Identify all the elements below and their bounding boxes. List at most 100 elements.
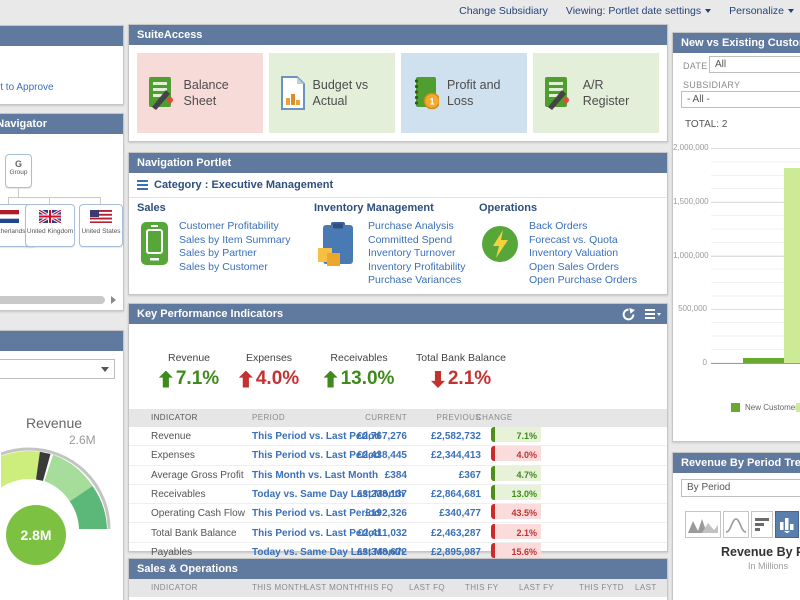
kpi-portlet: Key Performance Indicators Revenue 7.1% … [128,303,668,563]
link-purchase-variances[interactable]: Purchase Variances [368,274,462,286]
netherlands-flag [0,210,19,223]
tile-budget-vs-actual[interactable]: Budget vs Actual [269,53,395,133]
trend-arrow-icon [431,371,445,388]
uk-flag [38,208,62,225]
operations-links: Back Orders Forecast vs. Quota Inventory… [529,220,637,288]
date-select[interactable]: All [709,56,800,73]
nav-group-inventory: Inventory Management Purchase Analysis C… [314,202,466,288]
link-inventory-profitability[interactable]: Inventory Profitability [368,260,466,273]
personalize-menu[interactable]: Personalize [729,5,794,17]
kpi-summary-expenses[interactable]: Expenses 4.0% [237,352,301,390]
tile-balance-sheet[interactable]: Balance Sheet [137,53,263,133]
link-open-sales-orders[interactable]: Open Sales Orders [529,260,619,273]
budget-document-icon [281,76,305,110]
link-customer-profitability[interactable]: Customer Profitability [179,220,279,232]
gauge-upper-label: 2.6M [69,433,96,447]
revenue-gauge-portlet-header [0,331,123,351]
tile-profit-and-loss[interactable]: 1 Profit and Loss [401,53,527,133]
gauge-title: Revenue [26,415,83,431]
link-forecast-vs-quota[interactable]: Forecast vs. Quota [529,233,618,246]
org-connector [8,197,9,204]
legend-swatch [731,403,740,412]
vbar-chart-button-selected[interactable] [775,511,799,538]
kpi-row-operating-cash-flow[interactable]: Operating Cash Flow This Period vs. Last … [129,504,667,524]
org-node-united-states[interactable]: United States [79,204,123,247]
gauge-filter-select[interactable] [0,359,115,379]
trend-arrow-icon [158,370,173,388]
top-bar: Change Subsidiary Viewing: Portlet date … [0,0,800,22]
subsidiary-navigator-portlet: Subsidiary Navigator G Group Netherlands [0,113,124,311]
revenue-trend-chart-title: Revenue By Period [721,545,800,559]
approvals-portlet-header [0,26,123,46]
horizontal-scrollbar[interactable] [0,296,105,304]
area-chart-icon [688,518,718,533]
sales-links: Customer Profitability Sales by Item Sum… [179,220,290,274]
viewing-portlet-date-settings-menu[interactable]: Viewing: Portlet date settings [566,5,712,17]
kpi-row-average-gross-profit[interactable]: Average Gross Profit This Month vs. Last … [129,465,667,485]
area-chart-button[interactable] [685,511,721,538]
report-to-approve-link[interactable]: Report to Approve [0,82,54,93]
trend-arrow-icon [323,370,338,388]
link-sales-by-customer[interactable]: Sales by Customer [179,260,268,273]
chevron-down-icon [705,9,712,14]
link-back-orders[interactable]: Back Orders [529,220,588,232]
ledger-pen-icon [149,77,173,110]
sales-operations-header: Sales & Operations [129,559,667,579]
category-menu-icon [137,178,148,192]
suiteaccess-header: SuiteAccess [129,25,667,45]
link-inventory-valuation[interactable]: Inventory Valuation [529,247,619,259]
link-purchase-analysis[interactable]: Purchase Analysis [368,220,454,232]
portlet-menu-icon[interactable] [645,308,661,320]
horizontal-bars-icon [755,517,769,531]
category-selector[interactable]: Category : Executive Management [129,173,667,198]
kpi-summary-revenue[interactable]: Revenue 7.1% [151,352,227,390]
hbar-chart-button[interactable] [751,511,773,538]
inventory-links: Purchase Analysis Committed Spend Invent… [368,220,465,288]
chevron-down-icon [788,9,794,14]
nav-group-sales: Sales Customer Profitability Sales by It… [137,202,291,274]
kpi-row-receivables[interactable]: Receivables Today vs. Same Day Last Month… [129,484,667,505]
approvals-portlet: Report to Approve [0,25,124,105]
refresh-icon[interactable] [622,307,635,321]
legend-existing-customer: Existing Customer [796,403,800,412]
bar-new-customer [743,358,784,363]
gauge-value-label: 2.8M [20,527,51,543]
us-flag [90,210,112,223]
tile-ar-register[interactable]: A/R Register [533,53,659,133]
chevron-down-icon [101,367,109,372]
line-chart-button[interactable] [723,511,749,538]
revenue-gauge-chart: 2.8M [1,447,111,565]
subsidiary-navigator-header: Subsidiary Navigator [0,114,123,134]
navigation-portlet: Navigation Portlet Category : Executive … [128,152,668,295]
notebook-coin-icon: 1 [414,77,439,110]
period-filter-select[interactable]: By Period [681,479,800,497]
revenue-trend-header: Revenue By Period Trend [673,453,800,473]
total-count: TOTAL: 2 [685,119,728,130]
trend-arrow-icon [238,370,253,388]
kpi-portlet-header: Key Performance Indicators [129,304,667,324]
change-subsidiary-link[interactable]: Change Subsidiary [459,5,548,17]
link-sales-by-partner[interactable]: Sales by Partner [179,247,257,259]
kpi-summary-total-bank-balance[interactable]: Total Bank Balance 2.1% [416,352,506,389]
link-sales-by-item-summary[interactable]: Sales by Item Summary [179,233,291,246]
kpi-summary-receivables[interactable]: Receivables 13.0% [319,352,399,390]
subsidiary-select[interactable]: - All - [681,91,800,108]
nav-group-operations: Operations Back Orders Forecast vs. Quot… [479,202,637,288]
legend-swatch [796,403,800,412]
clipboard-boxes-icon [318,222,353,266]
kpi-row-expenses[interactable]: Expenses This Period vs. Last Period £2,4… [129,446,667,466]
scroll-right-arrow[interactable] [111,296,116,304]
org-node-united-kingdom[interactable]: United Kingdom [25,204,75,247]
kpi-row-total-bank-balance[interactable]: Total Bank Balance This Period vs. Last P… [129,523,667,543]
suiteaccess-portlet: SuiteAccess Balance Sheet Budget vs Actu… [128,24,668,142]
link-open-purchase-orders[interactable]: Open Purchase Orders [529,274,637,286]
link-inventory-turnover[interactable]: Inventory Turnover [368,247,456,259]
revenue-gauge-portlet: Revenue 2.6M 2.8M [0,330,124,600]
kpi-row-revenue[interactable]: Revenue This Period vs. Last Period £2,76… [129,427,667,447]
org-connector [49,197,50,204]
link-committed-spend[interactable]: Committed Spend [368,233,453,246]
org-node-group[interactable]: G Group [5,154,32,188]
lightning-bolt-icon [482,226,518,262]
ledger-pen-icon [545,77,569,110]
chart-type-toolbar [673,511,800,538]
